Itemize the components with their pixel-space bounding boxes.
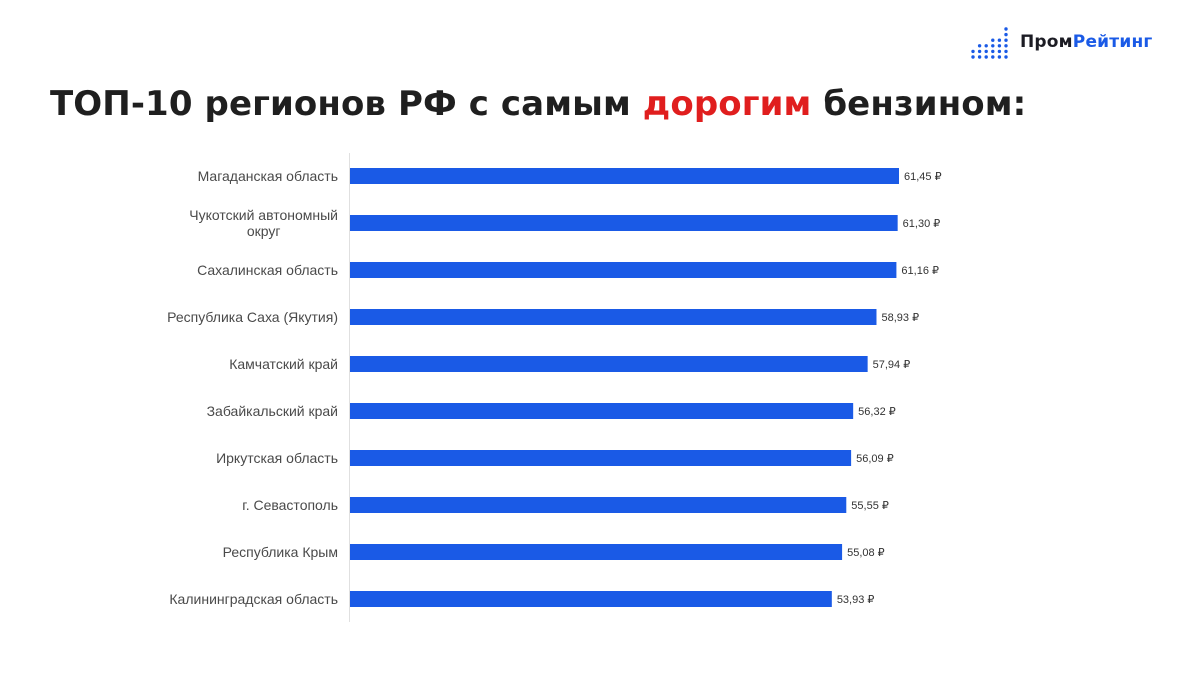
- bar: [350, 544, 843, 560]
- logo-dot: [1004, 55, 1008, 59]
- category-label-line: Магаданская область: [198, 168, 338, 184]
- logo-dot: [977, 49, 982, 54]
- bar: [350, 403, 854, 419]
- category-label-line: Забайкальский край: [207, 403, 338, 419]
- logo-dot: [971, 55, 975, 59]
- logo-dot: [997, 49, 1002, 54]
- bar: [350, 450, 852, 466]
- logo-dot: [997, 55, 1002, 59]
- brand-name-part1: Пром: [1020, 32, 1073, 52]
- category-label-line: г. Севастополь: [242, 497, 338, 513]
- logo-dot: [1004, 44, 1008, 48]
- category-label-line: Камчатский край: [229, 356, 338, 372]
- brand-logo: ПромРейтинг: [970, 22, 1152, 62]
- bar-value-label: 57,94 ₽: [873, 359, 911, 371]
- logo-dot: [977, 55, 982, 59]
- category-label: Республика Саха (Якутия): [167, 309, 338, 325]
- chart-bars: 61,45 ₽ Магаданская область 61,30 ₽ Чукотск…: [167, 168, 942, 607]
- bar: [350, 356, 868, 372]
- logo-dot: [991, 49, 995, 54]
- bar: [350, 168, 899, 184]
- title-text-after: бензином:: [811, 84, 1027, 124]
- category-label: Магаданская область: [198, 168, 338, 184]
- logo-dot: [971, 49, 975, 54]
- category-label-line: Республика Саха (Якутия): [167, 309, 338, 325]
- category-label-line: Иркутская область: [216, 450, 338, 466]
- brand-name-part2: Рейтинг: [1072, 32, 1153, 52]
- category-label: Камчатский край: [229, 356, 338, 372]
- category-label: Забайкальский край: [207, 403, 338, 419]
- bar-value-label: 53,93 ₽: [837, 594, 875, 606]
- bar-value-label: 61,16 ₽: [901, 265, 939, 277]
- title-accent-word: дорогим: [642, 84, 812, 124]
- page-title: ТОП-10 регионов РФ с самым дорогим бензи…: [50, 84, 1026, 124]
- category-label: Чукотский автономный округ: [189, 207, 338, 239]
- logo-dot: [991, 44, 995, 48]
- bar-value-label: 58,93 ₽: [881, 312, 919, 324]
- bar: [350, 591, 832, 607]
- category-label-line: Чукотский автономный: [189, 207, 338, 223]
- dot-matrix-logo-icon: [971, 27, 1008, 59]
- logo-dot: [984, 44, 988, 48]
- logo-dot: [997, 38, 1002, 42]
- category-label-line: Сахалинская область: [197, 262, 338, 278]
- logo-dot: [1004, 49, 1008, 54]
- bar-value-label: 55,08 ₽: [847, 547, 885, 559]
- logo-dot: [991, 38, 995, 42]
- logo-dot: [1004, 27, 1008, 31]
- bar-value-label: 56,32 ₽: [858, 406, 896, 418]
- category-label: Иркутская область: [216, 450, 338, 466]
- category-label: г. Севастополь: [242, 497, 338, 513]
- bar-value-label: 56,09 ₽: [856, 453, 894, 465]
- category-label: Сахалинская область: [197, 262, 338, 278]
- logo-dot: [1004, 38, 1008, 42]
- logo-dot: [977, 44, 982, 48]
- bar-value-label: 55,55 ₽: [851, 500, 889, 512]
- category-label-line: Республика Крым: [223, 544, 338, 560]
- logo-dot: [1004, 32, 1008, 37]
- category-label: Калининградская область: [169, 591, 338, 607]
- bar: [350, 497, 847, 513]
- bar: [350, 215, 898, 231]
- bar-value-label: 61,45 ₽: [904, 171, 942, 183]
- category-label: Республика Крым: [223, 544, 338, 560]
- logo-dot: [991, 55, 995, 59]
- brand-name: ПромРейтинг: [1020, 32, 1152, 52]
- bar: [350, 309, 877, 325]
- logo-dot: [984, 49, 988, 54]
- category-label-line: Калининградская область: [169, 591, 338, 607]
- title-text-before: ТОП-10 регионов РФ с самым: [50, 84, 643, 124]
- bar-value-label: 61,30 ₽: [903, 218, 941, 230]
- logo-dot: [984, 55, 988, 59]
- bar: [350, 262, 897, 278]
- category-label-line: округ: [247, 223, 281, 239]
- logo-dot: [997, 44, 1002, 48]
